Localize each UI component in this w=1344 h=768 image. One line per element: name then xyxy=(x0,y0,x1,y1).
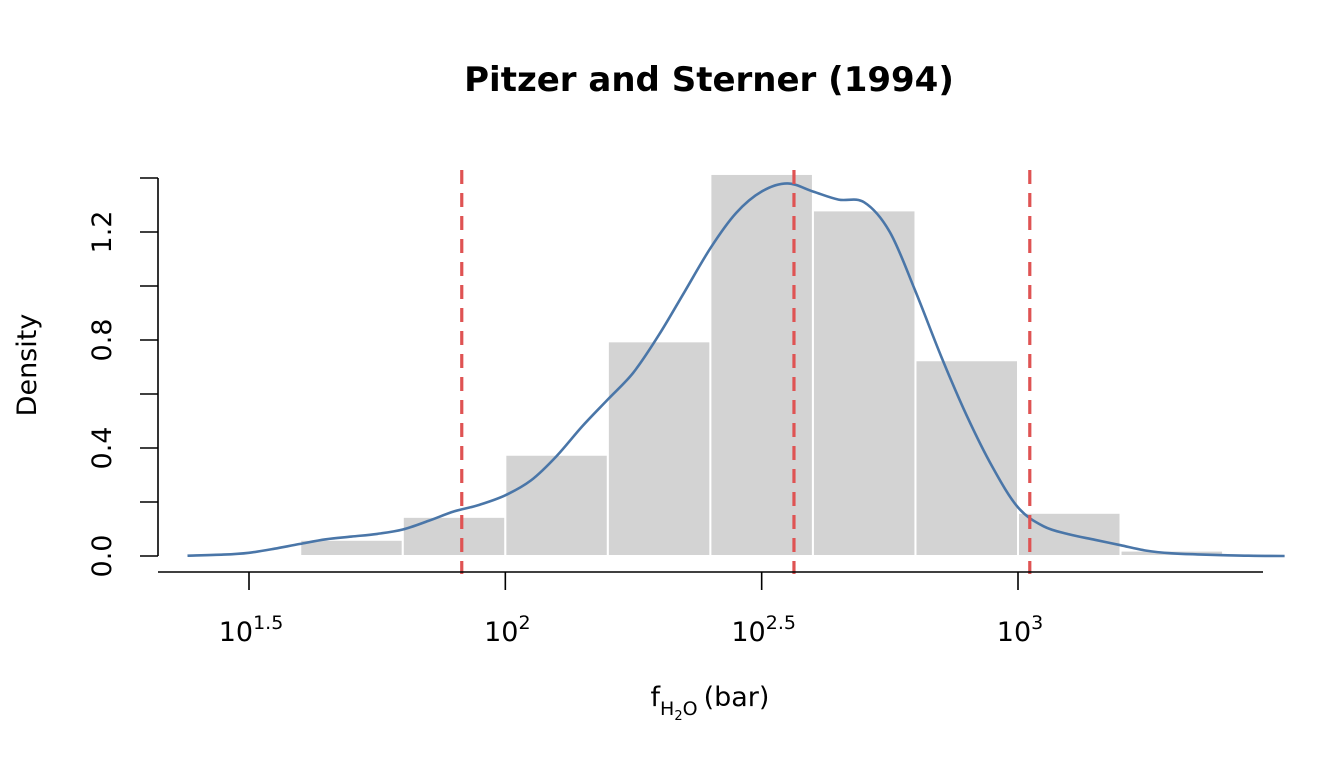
y-tick-label-4: 0.8 xyxy=(87,319,118,362)
histogram-bar-1 xyxy=(401,515,507,557)
x-tick-label-1: 102 xyxy=(484,612,530,648)
x-axis-label-sub-2: 2 xyxy=(674,709,682,724)
y-tick-label-6: 1.2 xyxy=(87,211,118,254)
histogram-bar-5 xyxy=(811,209,917,557)
x-axis-label-base: f xyxy=(651,682,662,713)
x-axis-label-sub-h: H xyxy=(660,698,674,720)
x-tick-label-2: 102.5 xyxy=(731,612,796,648)
y-axis: 0.0 0.4 0.8 1.2 xyxy=(87,177,159,578)
y-axis-label: Density xyxy=(12,314,43,417)
x-tick-label-3: 103 xyxy=(997,612,1043,648)
y-tick-label-0: 0.0 xyxy=(87,535,118,578)
x-axis-label-unit: (bar) xyxy=(704,682,770,713)
x-axis: 101.5 102 102.5 103 xyxy=(158,571,1263,648)
density-curve xyxy=(187,182,1285,558)
chart-title: Pitzer and Sterner (1994) xyxy=(464,60,954,100)
histogram-bars xyxy=(299,172,1225,557)
x-tick-label-0: 101.5 xyxy=(219,612,284,648)
histogram-bar-2 xyxy=(504,453,609,557)
histogram-bar-4 xyxy=(709,172,814,557)
x-axis-label: fH2O (bar) xyxy=(651,682,770,724)
x-axis-label-sub-o: O xyxy=(683,698,698,720)
y-tick-label-2: 0.4 xyxy=(87,427,118,470)
histogram-bar-6 xyxy=(914,359,1020,557)
histogram-bar-3 xyxy=(606,340,712,557)
